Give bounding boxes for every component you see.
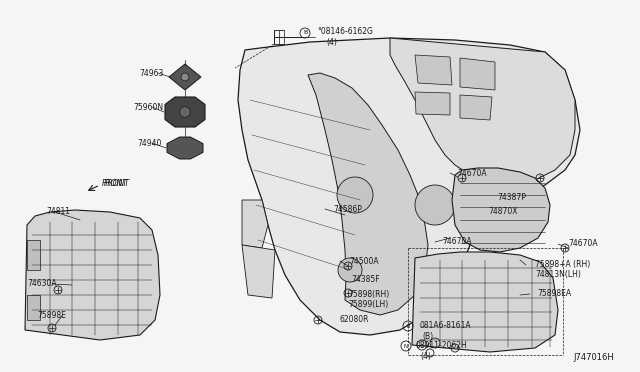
Polygon shape [238,38,580,335]
Text: 75899(LH): 75899(LH) [348,299,388,308]
Polygon shape [412,252,558,352]
Text: (B): (B) [422,331,433,340]
Text: °08146-6162G: °08146-6162G [317,28,373,36]
Text: 74963: 74963 [139,68,163,77]
Text: 75898+A (RH): 75898+A (RH) [535,260,590,269]
Text: 74670A: 74670A [568,240,598,248]
Text: 74670A: 74670A [442,237,472,247]
Text: 75898E: 75898E [37,311,66,321]
Text: 74586P: 74586P [333,205,362,214]
Text: 62080R: 62080R [340,315,369,324]
Text: FRONT: FRONT [102,179,128,187]
Text: 74870X: 74870X [488,208,518,217]
Circle shape [181,73,189,81]
Polygon shape [460,95,492,120]
Text: J747016H: J747016H [573,353,614,362]
Polygon shape [390,38,575,185]
Text: 75898EA: 75898EA [537,289,571,298]
Polygon shape [415,55,452,85]
Circle shape [180,107,190,117]
Text: 75960N: 75960N [133,103,163,112]
Polygon shape [242,245,275,298]
Polygon shape [242,200,268,248]
Polygon shape [167,137,203,159]
Text: 74500A: 74500A [349,257,379,266]
Text: N: N [404,343,408,349]
Circle shape [337,177,373,213]
Text: 081A6-8161A: 081A6-8161A [419,321,470,330]
Polygon shape [25,210,160,340]
Text: B: B [303,31,307,35]
Text: 74385F: 74385F [351,275,380,283]
Polygon shape [415,92,450,115]
Text: 08911-2062H: 08911-2062H [416,341,468,350]
Text: (4): (4) [326,38,337,46]
Circle shape [415,185,455,225]
Polygon shape [452,168,550,252]
Text: FRONT: FRONT [104,179,130,187]
Text: 74813N(LH): 74813N(LH) [535,270,581,279]
Text: 74670A: 74670A [457,169,486,177]
Polygon shape [27,295,40,320]
Text: B: B [406,324,410,328]
Polygon shape [27,240,40,270]
Text: 74387P: 74387P [497,193,526,202]
Polygon shape [169,64,201,90]
Polygon shape [460,58,495,90]
Text: 74811: 74811 [46,208,70,217]
Polygon shape [165,97,205,127]
Text: (4): (4) [420,352,431,360]
Polygon shape [308,73,428,315]
Text: 75898(RH): 75898(RH) [348,289,389,298]
Text: 74940: 74940 [137,138,161,148]
Text: 74630A: 74630A [27,279,56,289]
Circle shape [338,258,362,282]
